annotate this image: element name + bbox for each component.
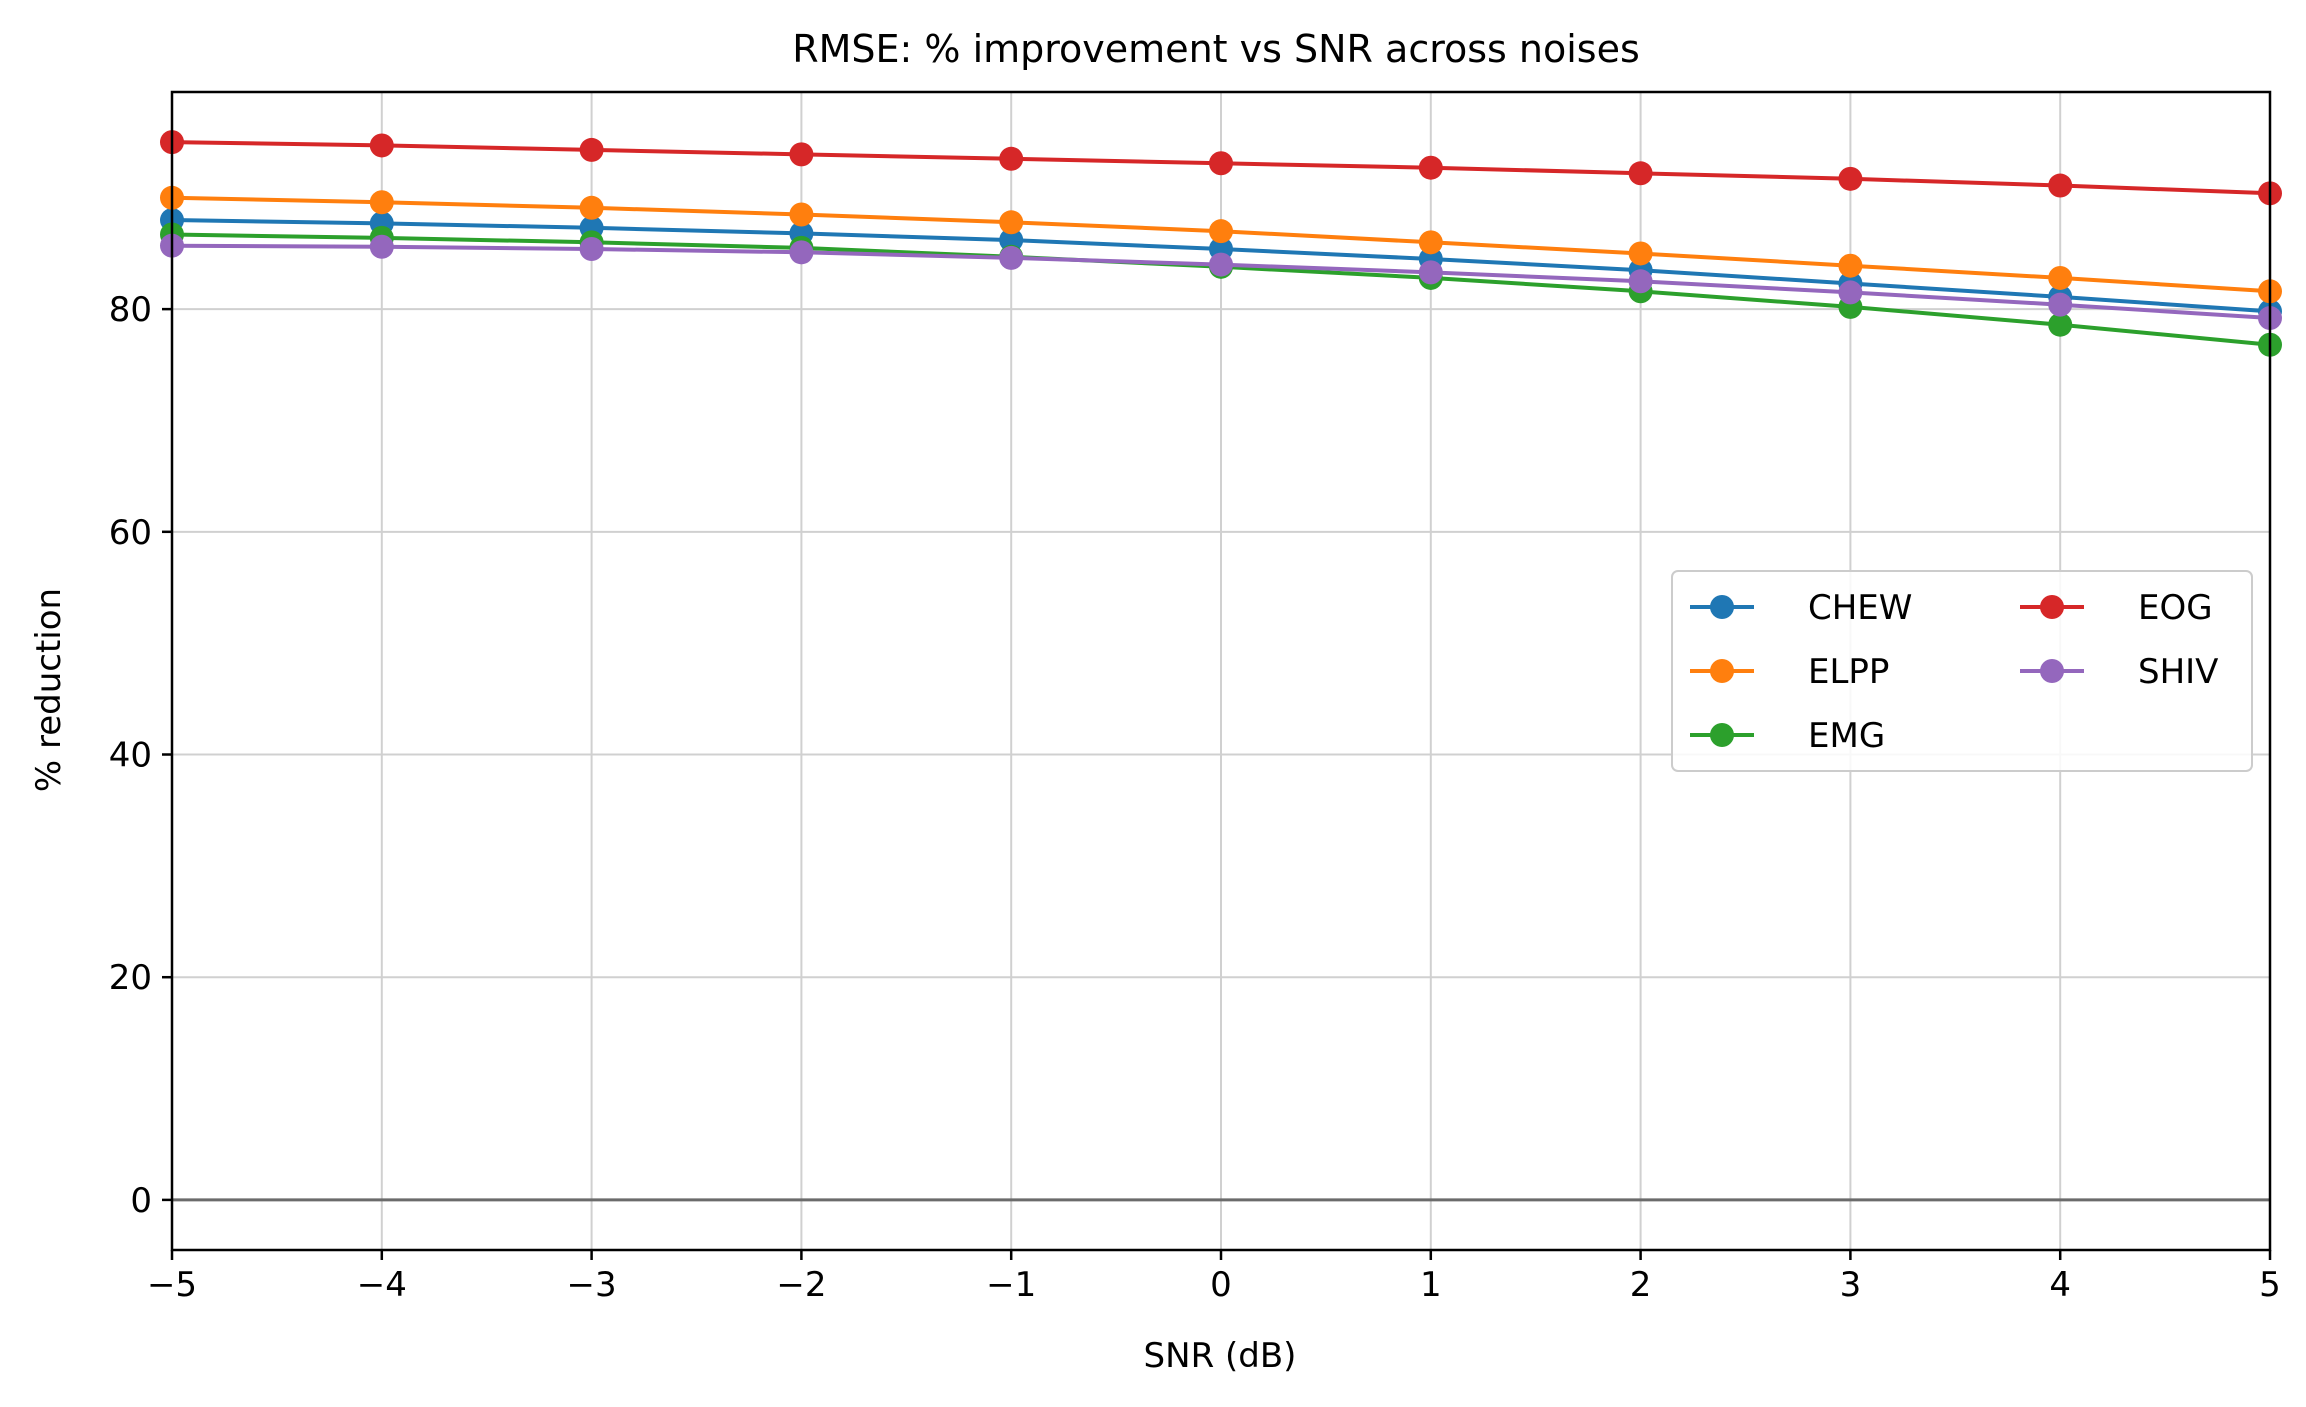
x-tick-label: 0 xyxy=(1210,1265,1232,1305)
legend-entry-elpp: ELPP xyxy=(1690,652,1889,692)
data-point-eog xyxy=(1418,155,1443,180)
legend-entry-emg: EMG xyxy=(1690,716,1885,756)
legend: CHEW ELPP EMG EOG SHIV xyxy=(1671,570,2253,772)
data-point-elpp xyxy=(2048,265,2073,290)
data-point-eog xyxy=(2048,173,2073,198)
legend-box xyxy=(1671,570,2253,772)
y-axis-label: % reduction xyxy=(29,588,69,792)
legend-swatch-marker xyxy=(2040,595,2064,619)
data-point-elpp xyxy=(1209,219,1233,244)
x-axis-label: SNR (dB) xyxy=(1144,1336,1297,1376)
data-point-shiv xyxy=(999,245,1024,270)
y-tick-label: 20 xyxy=(109,958,152,998)
data-point-shiv xyxy=(1628,269,1653,294)
legend-swatch-marker xyxy=(2040,659,2064,683)
y-tick-label: 60 xyxy=(109,513,152,553)
y-tick-label: 0 xyxy=(130,1181,152,1221)
x-tick-label: −1 xyxy=(986,1265,1036,1305)
legend-label: EMG xyxy=(1808,716,1885,756)
legend-entry-shiv: SHIV xyxy=(2020,652,2218,692)
legend-label: EOG xyxy=(2138,588,2213,628)
data-point-eog xyxy=(579,137,604,162)
legend-entry-eog: EOG xyxy=(2020,588,2213,628)
data-point-eog xyxy=(1838,166,1863,191)
x-tick-label: −5 xyxy=(147,1265,197,1305)
data-point-elpp xyxy=(999,210,1024,235)
data-point-elpp xyxy=(369,190,394,215)
y-tick-label: 80 xyxy=(109,290,152,330)
x-tick-label: 1 xyxy=(1420,1265,1442,1305)
y-axis-ticks: 0 20 40 60 80 xyxy=(109,290,172,1221)
x-tick-label: 2 xyxy=(1630,1265,1652,1305)
data-point-shiv xyxy=(579,236,604,261)
data-point-eog xyxy=(1209,151,1233,176)
series-layer xyxy=(160,130,2282,357)
y-tick-label: 40 xyxy=(109,736,152,776)
data-point-elpp xyxy=(789,202,814,227)
legend-swatch-marker xyxy=(1710,659,1734,683)
data-point-emg xyxy=(2048,312,2073,337)
x-tick-label: 5 xyxy=(2259,1265,2281,1305)
data-point-eog xyxy=(1628,161,1653,186)
data-point-shiv xyxy=(789,240,814,265)
data-point-eog xyxy=(789,142,814,167)
data-point-shiv xyxy=(369,234,394,259)
x-axis-ticks: −5 −4 −3 −2 −1 0 1 2 3 4 5 xyxy=(147,1250,2281,1305)
data-point-shiv xyxy=(1838,280,1863,305)
legend-label: ELPP xyxy=(1808,652,1889,692)
data-point-eog xyxy=(369,133,394,158)
legend-swatch-marker xyxy=(1710,595,1734,619)
x-tick-label: −4 xyxy=(357,1265,407,1305)
data-point-shiv xyxy=(1209,252,1233,277)
chart-title: RMSE: % improvement vs SNR across noises xyxy=(792,27,1640,71)
data-point-elpp xyxy=(579,195,604,220)
x-tick-label: 4 xyxy=(2049,1265,2071,1305)
data-point-shiv xyxy=(2048,292,2073,317)
x-tick-label: −2 xyxy=(776,1265,826,1305)
legend-swatch-marker xyxy=(1710,723,1734,747)
legend-entry-chew: CHEW xyxy=(1690,588,1912,628)
data-point-eog xyxy=(999,146,1024,171)
data-point-elpp xyxy=(1418,230,1443,255)
data-point-chew xyxy=(999,228,1024,253)
data-point-elpp xyxy=(1628,241,1653,266)
legend-label: CHEW xyxy=(1808,588,1912,628)
legend-label: SHIV xyxy=(2138,652,2218,692)
x-tick-label: −3 xyxy=(567,1265,617,1305)
data-point-elpp xyxy=(1838,253,1863,278)
x-tick-label: 3 xyxy=(1840,1265,1862,1305)
data-point-shiv xyxy=(1418,260,1443,285)
